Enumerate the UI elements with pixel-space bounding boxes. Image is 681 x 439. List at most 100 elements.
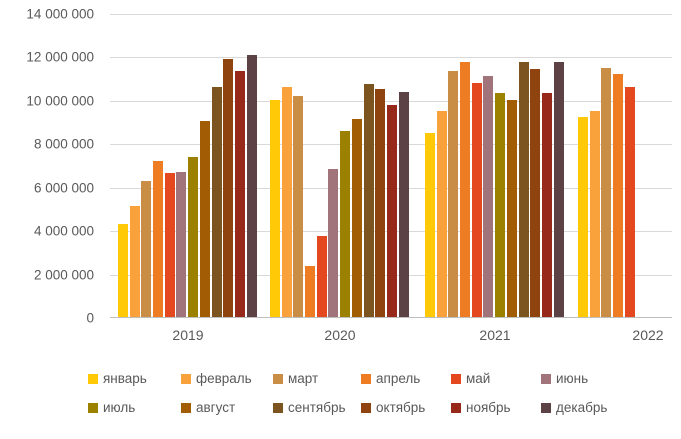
legend-swatch-january (88, 373, 98, 384)
y-axis: 14 000 000 12 000 000 10 000 000 8 000 0… (0, 7, 100, 326)
bar-апрель-2022 (613, 73, 624, 317)
legend: январь февраль март апрель май июнь июль… (88, 371, 621, 415)
legend-swatch-august (181, 402, 191, 413)
bar-май-2022 (624, 86, 635, 317)
legend-label: октябрь (376, 400, 426, 415)
legend-swatch-september (273, 402, 283, 413)
y-tick-label: 10 000 000 (26, 93, 94, 109)
bar-август-2020 (351, 119, 362, 317)
bar-февраль-2019 (129, 205, 140, 317)
legend-item-february: февраль (181, 371, 273, 386)
bar-октябрь-2021 (530, 69, 541, 317)
bar-март-2020 (293, 96, 304, 317)
bar-май-2019 (164, 173, 175, 317)
legend-item-november: ноябрь (451, 400, 541, 415)
bar-апрель-2020 (305, 266, 316, 317)
gridline-14m (110, 14, 672, 15)
bar-июль-2019 (188, 156, 199, 317)
y-tick-label: 0 (86, 310, 94, 326)
bar-сентябрь-2020 (363, 84, 374, 317)
bar-август-2019 (199, 121, 210, 317)
y-tick-label: 6 000 000 (33, 180, 94, 196)
legend-item-october: октябрь (361, 400, 451, 415)
legend-swatch-november (451, 402, 461, 413)
legend-item-july: июль (88, 400, 181, 415)
y-tick-label: 8 000 000 (33, 136, 94, 152)
bar-group-2022 (578, 14, 681, 317)
bar-февраль-2020 (281, 86, 292, 317)
bar-январь-2020 (270, 99, 280, 317)
legend-item-august: август (181, 400, 273, 415)
x-tick-label-2021: 2021 (479, 327, 511, 343)
bar-январь-2022 (578, 116, 588, 317)
x-tick-label-2020: 2020 (324, 327, 356, 343)
legend-label: апрель (376, 371, 421, 386)
bar-май-2020 (316, 235, 327, 317)
x-axis-line (110, 317, 672, 318)
bar-июнь-2021 (483, 75, 494, 317)
y-tick-label: 12 000 000 (26, 49, 94, 65)
legend-label: март (288, 371, 319, 386)
bar-июль-2021 (495, 93, 506, 317)
bar-декабрь-2020 (398, 91, 409, 317)
x-axis: 2019 2020 2021 2022 (110, 327, 672, 347)
bar-июль-2020 (340, 130, 351, 317)
legend-label: июль (103, 400, 136, 415)
legend-item-december: декабрь (541, 400, 621, 415)
gridline-12m (110, 57, 672, 59)
bar-июнь-2019 (176, 172, 187, 317)
gridline-10m (110, 100, 672, 102)
bar-март-2022 (601, 68, 612, 317)
legend-label: сентябрь (288, 400, 346, 415)
bar-январь-2019 (118, 223, 128, 317)
bar-group-2020 (270, 14, 412, 317)
plot-area (110, 14, 672, 318)
bar-сентябрь-2021 (518, 61, 529, 317)
legend-item-march: март (273, 371, 361, 386)
bar-июнь-2020 (328, 168, 339, 317)
bar-апрель-2019 (153, 161, 164, 317)
legend-label: ноябрь (466, 400, 511, 415)
y-tick-label: 2 000 000 (33, 267, 94, 283)
legend-swatch-april (361, 373, 371, 384)
legend-label: декабрь (556, 400, 608, 415)
legend-swatch-october (361, 402, 371, 413)
legend-swatch-july (88, 402, 98, 413)
y-tick-label: 14 000 000 (26, 6, 94, 22)
bar-февраль-2021 (436, 111, 447, 317)
legend-label: август (196, 400, 236, 415)
legend-label: июнь (556, 371, 589, 386)
bar-март-2021 (448, 71, 459, 317)
bar-декабрь-2021 (553, 61, 564, 317)
legend-label: май (466, 371, 491, 386)
bar-апрель-2021 (460, 61, 471, 317)
bar-group-2021 (425, 14, 567, 317)
bar-ноябрь-2021 (541, 93, 552, 317)
bar-май-2021 (471, 83, 482, 317)
bar-август-2021 (506, 99, 517, 317)
bar-сентябрь-2019 (211, 86, 222, 317)
legend-swatch-june (541, 373, 551, 384)
legend-item-june: июнь (541, 371, 621, 386)
bar-group-2019 (118, 14, 260, 317)
bar-декабрь-2019 (246, 55, 257, 317)
legend-label: январь (103, 371, 147, 386)
legend-label: февраль (196, 371, 252, 386)
x-tick-label-2022: 2022 (632, 327, 664, 343)
legend-item-september: сентябрь (273, 400, 361, 415)
bar-ноябрь-2020 (386, 104, 397, 317)
bar-октябрь-2019 (223, 59, 234, 317)
legend-swatch-march (273, 373, 283, 384)
legend-swatch-february (181, 373, 191, 384)
y-tick-label: 4 000 000 (33, 223, 94, 239)
legend-swatch-may (451, 373, 461, 384)
bar-февраль-2022 (589, 111, 600, 317)
bar-ноябрь-2019 (234, 71, 245, 317)
bar-март-2019 (141, 180, 152, 317)
legend-item-may: май (451, 371, 541, 386)
bar-октябрь-2020 (375, 88, 386, 317)
legend-swatch-december (541, 402, 551, 413)
bar-январь-2021 (425, 133, 435, 317)
legend-item-april: апрель (361, 371, 451, 386)
